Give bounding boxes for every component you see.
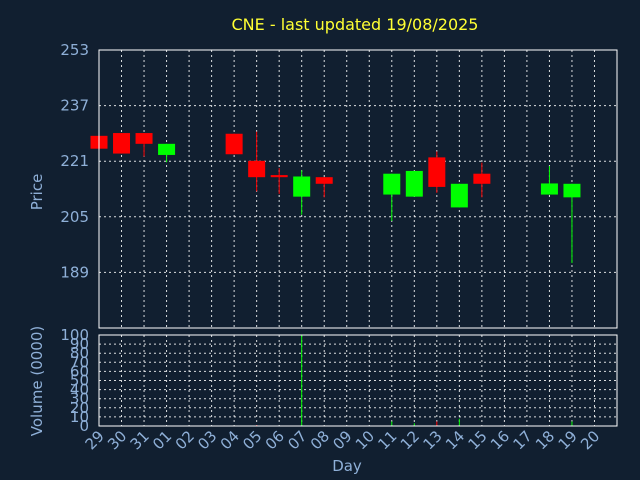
price-tick-label: 205: [60, 208, 89, 226]
volume-tick-label: 80: [70, 344, 89, 362]
volume-plot-frame: [98, 334, 618, 427]
x-tick-labels: 2930310102030405060708091011121314151617…: [82, 427, 604, 453]
candle-body: [270, 175, 288, 178]
candle-01: [158, 143, 176, 163]
price-tick-label: 237: [60, 97, 89, 115]
x-axis-label: Day: [332, 457, 362, 475]
volume-tick-label: 70: [70, 353, 89, 371]
candle-08: [315, 177, 333, 198]
candle-body: [158, 143, 176, 155]
volume-tick-label: 50: [70, 372, 89, 390]
candle-body: [383, 173, 401, 195]
volume-bars-layer: [256, 335, 573, 426]
volume-tick-label: 90: [70, 335, 89, 353]
candle-13: [428, 151, 446, 193]
candles-layer: [90, 131, 581, 264]
candle-04: [225, 133, 243, 155]
candle-15: [473, 162, 491, 198]
candle-body: [428, 157, 446, 187]
price-plot-frame: [98, 49, 618, 329]
candle-body: [225, 133, 243, 155]
price-tick-labels: 253 237 221 205 189: [60, 41, 89, 281]
candle-body: [473, 173, 491, 184]
candle-body: [405, 170, 423, 197]
volume-tick-label: 10: [70, 408, 89, 426]
chart-title: CNE - last updated 19/08/2025: [232, 15, 479, 34]
price-tick-label: 221: [60, 152, 89, 170]
candle-14: [450, 183, 468, 208]
candle-body: [563, 183, 581, 198]
volume-grid: [98, 334, 617, 427]
candle-body: [315, 177, 333, 184]
price-tick-label: 253: [60, 41, 89, 59]
volume-tick-label: 100: [60, 326, 89, 344]
candle-31: [135, 133, 153, 157]
candle-05: [248, 131, 266, 192]
candle-18: [540, 166, 558, 195]
price-grid: [98, 49, 617, 328]
candle-19: [563, 183, 581, 264]
candle-body: [248, 160, 266, 178]
volume-tick-label: 0: [79, 417, 89, 435]
price-axis-label: Price: [28, 174, 46, 211]
volume-axis-label: Volume (0000): [28, 326, 46, 436]
volume-tick-label: 20: [70, 399, 89, 417]
price-tick-label: 189: [60, 263, 89, 281]
candle-07: [293, 170, 311, 215]
candle-body: [540, 183, 558, 195]
candle-body: [450, 183, 468, 208]
x-tick-label: 20: [577, 427, 603, 453]
candle-12: [405, 170, 423, 197]
volume-tick-label: 40: [70, 381, 89, 399]
candle-30: [113, 133, 131, 154]
candle-06: [270, 168, 288, 194]
candle-11: [383, 173, 401, 221]
candle-body: [293, 176, 311, 197]
candle-body: [135, 133, 153, 144]
candle-body: [113, 133, 131, 154]
volume-tick-label: 60: [70, 362, 89, 380]
volume-tick-label: 30: [70, 390, 89, 408]
